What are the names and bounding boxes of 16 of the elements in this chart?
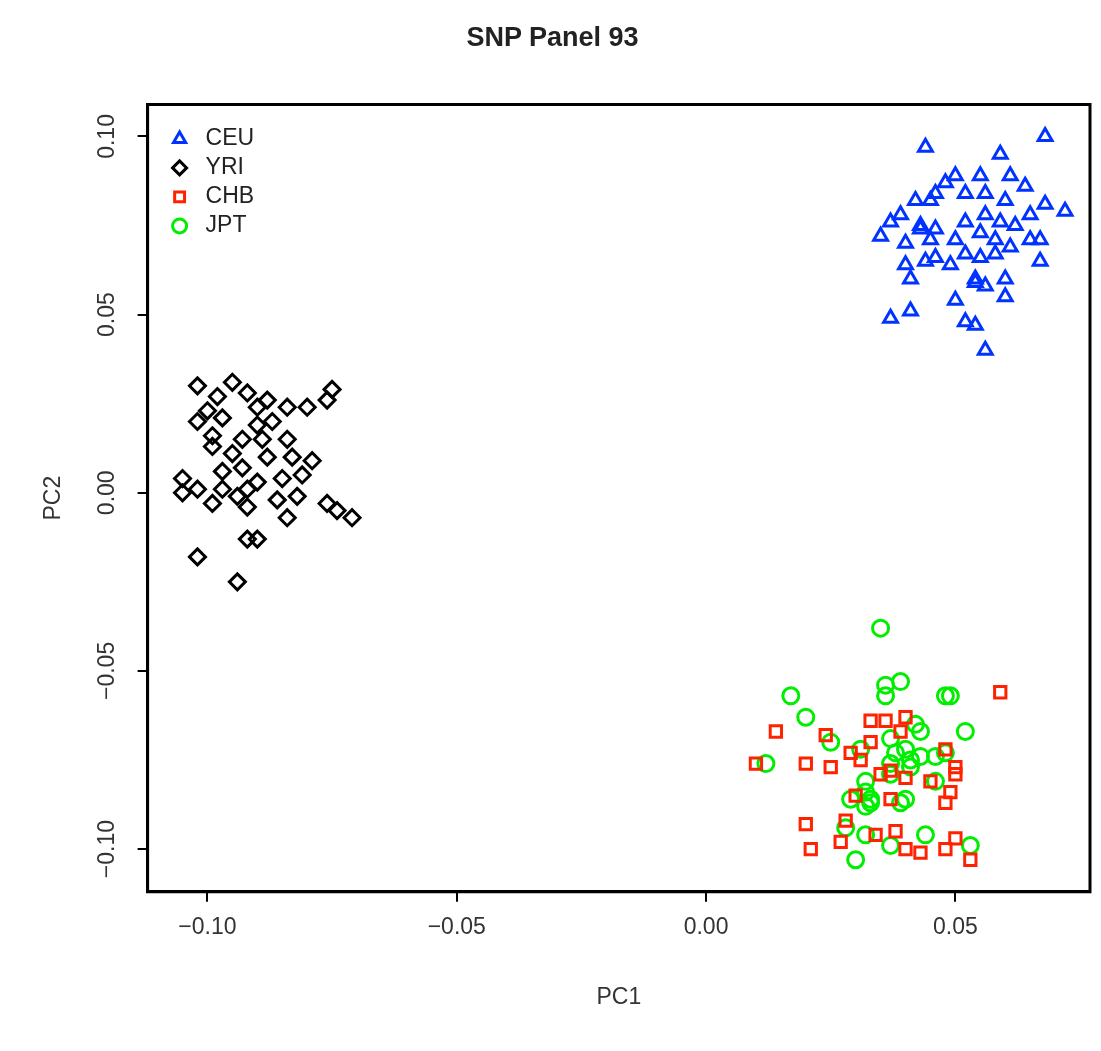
y-tick-label: 0.00 [92, 470, 119, 516]
legend-label: YRI [205, 153, 244, 180]
y-tick-label: −0.10 [92, 819, 119, 879]
x-tick-label: 0.00 [683, 912, 729, 939]
x-tick-label: −0.10 [178, 912, 237, 939]
legend-label: JPT [205, 211, 247, 238]
legend-label: CEU [205, 124, 255, 151]
y-tick-label: 0.10 [92, 114, 119, 159]
x-tick-label: 0.05 [932, 912, 978, 939]
y-axis-title: PC2 [39, 475, 66, 521]
y-tick-label: 0.05 [92, 292, 119, 337]
chart-title: SNP Panel 93 [466, 21, 639, 52]
legend-label: CHB [205, 182, 255, 209]
x-tick-label: −0.05 [427, 912, 486, 939]
x-axis-title: PC1 [596, 982, 642, 1009]
y-tick-label: −0.05 [92, 641, 119, 700]
